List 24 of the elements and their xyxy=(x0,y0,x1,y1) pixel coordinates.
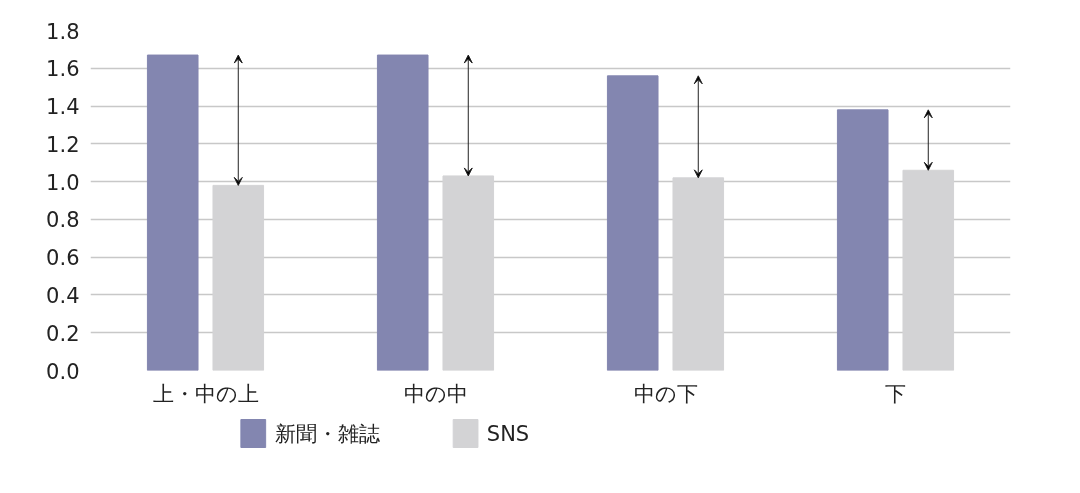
legend-label: SNS xyxy=(486,421,530,446)
bar xyxy=(672,177,725,371)
bar xyxy=(376,54,429,371)
bar xyxy=(442,175,495,371)
y-tick-label: 1.6 xyxy=(46,57,80,82)
bar xyxy=(902,169,955,371)
x-tick-label: 中の下 xyxy=(633,381,698,406)
y-tick-label: 0.4 xyxy=(46,283,80,308)
legend-label: 新聞・雑誌 xyxy=(274,421,380,446)
x-tick-label: 下 xyxy=(885,381,906,406)
y-tick-label: 1.4 xyxy=(46,95,80,120)
y-tick-label: 1.0 xyxy=(46,170,80,195)
y-tick-label: 0.2 xyxy=(46,321,80,346)
y-tick-label: 0.0 xyxy=(46,359,80,384)
bar xyxy=(606,75,659,371)
y-tick-label: 1.2 xyxy=(46,132,80,157)
y-tick-label: 1.8 xyxy=(46,19,80,44)
bar xyxy=(146,54,199,371)
bar xyxy=(836,109,889,371)
bar xyxy=(212,184,265,371)
y-tick-label: 0.8 xyxy=(46,208,80,233)
y-tick-label: 0.6 xyxy=(46,246,80,271)
x-tick-label: 中の中 xyxy=(403,381,468,406)
x-tick-label: 上・中の上 xyxy=(152,381,259,406)
